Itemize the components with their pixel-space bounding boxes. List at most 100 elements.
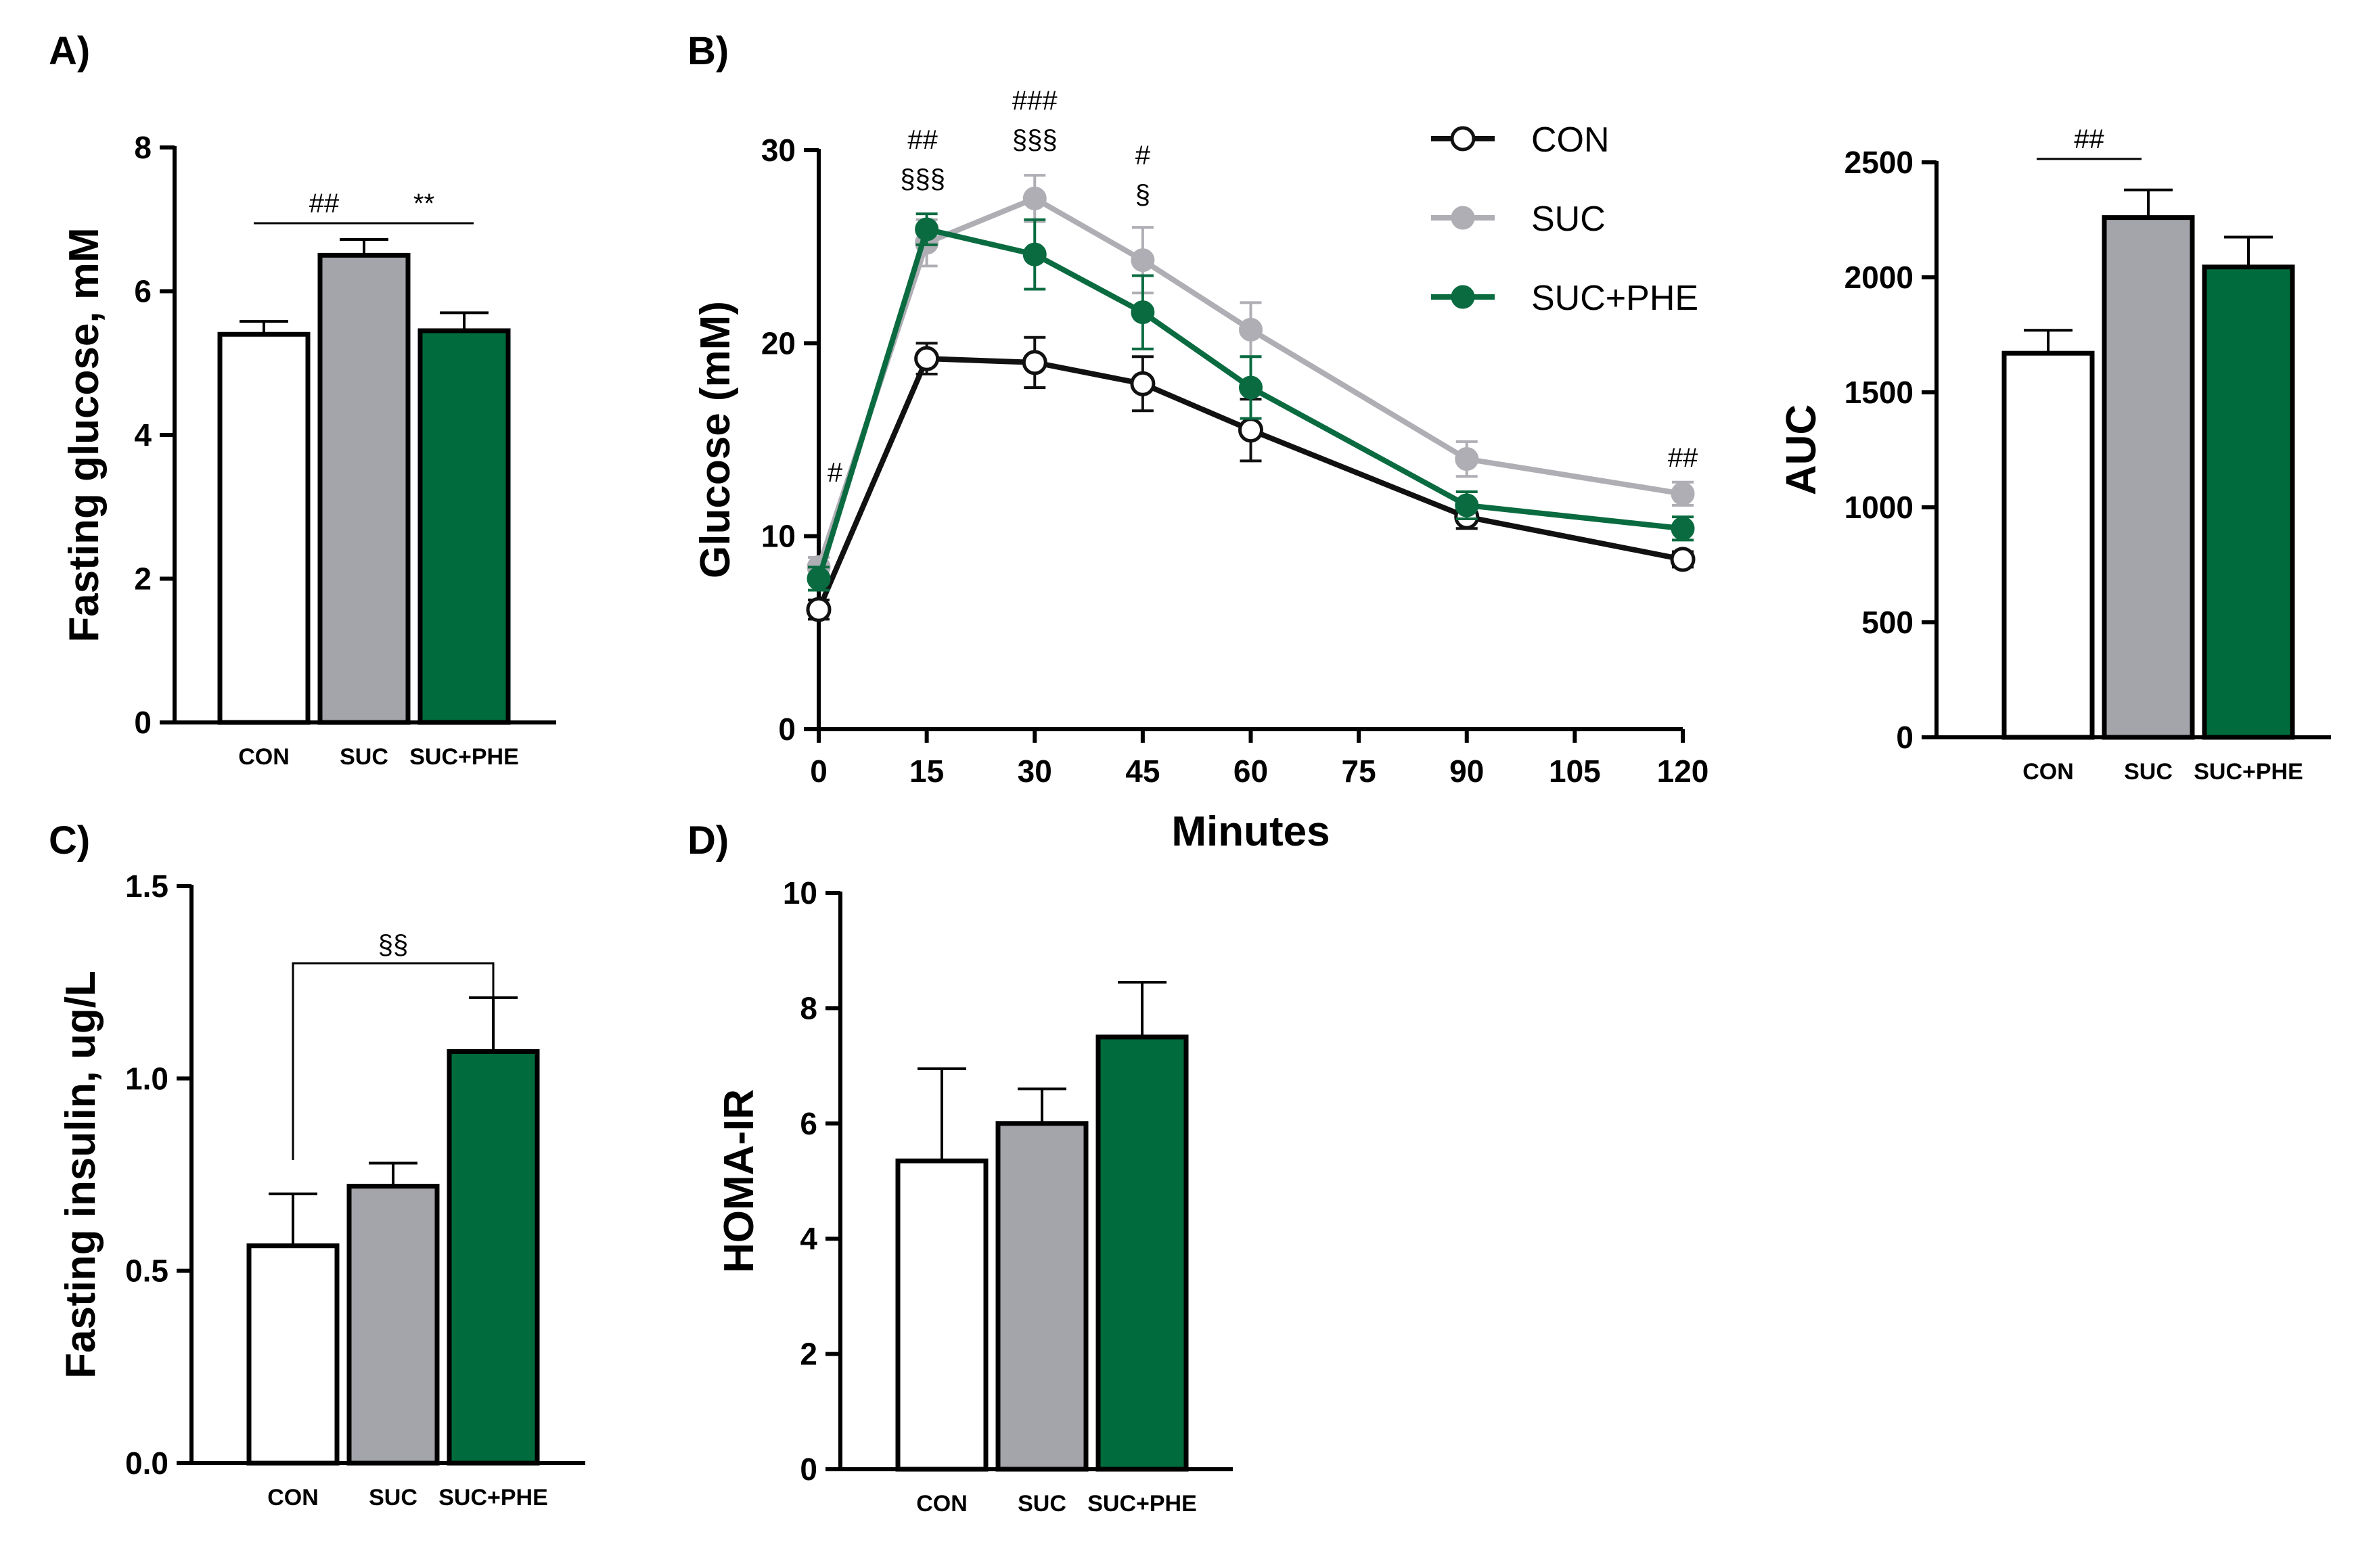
legend-label-1: SUC [1531, 200, 1606, 239]
significance-label-b-2-0: ### [1012, 86, 1058, 116]
significance-label-a-1: ** [413, 189, 434, 218]
significance-label-b-4-0: ## [1668, 443, 1698, 473]
legend-marker-1 [1451, 206, 1475, 230]
y-tick-label-b2-3: 1500 [1844, 375, 1914, 410]
bar-a-2 [417, 328, 511, 725]
category-label-b2-1: SUC [2124, 759, 2173, 785]
significance-label-b-2-1: §§§ [1012, 125, 1058, 155]
legend-label-0: CON [1531, 120, 1610, 160]
category-label-a-0: CON [238, 744, 290, 770]
y-tick-label-b-0: 0 [778, 712, 796, 747]
x-tick-label-b-5: 75 [1342, 754, 1376, 789]
y-tick-label-b2-2: 1000 [1844, 490, 1914, 525]
y-tick-label-b2-0: 0 [1896, 720, 1914, 755]
bar-d-0 [895, 1158, 989, 1472]
data-point-b-2-6 [1671, 516, 1695, 540]
data-point-b-0-0 [806, 597, 832, 622]
category-label-a-1: SUC [340, 744, 388, 770]
data-point-b-2-4 [1239, 375, 1263, 400]
y-tick-label-d-4: 8 [800, 990, 817, 1025]
y-tick-label-b2-4: 2000 [1844, 260, 1914, 295]
significance-label-b-0-0: # [828, 458, 843, 488]
data-point-b-2-5 [1455, 493, 1479, 517]
bar-c-0 [246, 1243, 340, 1466]
y-tick-label-d-3: 6 [800, 1106, 817, 1141]
panel-label-d: D) [687, 818, 729, 862]
significance-bracket-c-0 [292, 962, 495, 1160]
data-point-b-2-3 [1131, 300, 1155, 325]
data-point-b-1-5 [1455, 447, 1479, 471]
data-point-b-1-2 [1022, 186, 1047, 210]
significance-label-b-3-1: § [1135, 180, 1150, 210]
y-tick-label-b2-1: 500 [1861, 605, 1914, 640]
data-point-b-2-1 [915, 217, 939, 241]
x-tick-label-b-6: 90 [1449, 754, 1484, 789]
x-tick-label-b-1: 15 [909, 754, 944, 789]
bar-a-1 [317, 252, 411, 725]
legend-label-2: SUC+PHE [1531, 279, 1698, 318]
category-label-b2-2: SUC+PHE [2194, 759, 2303, 785]
bar-d-2 [1095, 1034, 1189, 1472]
panel-label-b: B) [687, 29, 729, 73]
x-tick-label-b-4: 60 [1233, 754, 1268, 789]
legend-marker-0 [1450, 126, 1476, 152]
data-point-b-0-6 [1670, 547, 1696, 572]
x-tick-label-b-8: 120 [1657, 754, 1709, 789]
panel-label-a: A) [49, 29, 90, 73]
significance-label-b-1-1: §§§ [900, 164, 945, 194]
y-tick-label-c-3: 1.5 [125, 869, 168, 904]
data-point-b-0-4 [1238, 417, 1263, 443]
bar-b2-1 [2102, 215, 2195, 740]
y-tick-label-c-2: 1.0 [125, 1061, 168, 1096]
significance-label-b2-0: ## [2074, 124, 2104, 154]
data-point-b-2-0 [807, 566, 831, 591]
y-tick-label-b-2: 20 [761, 325, 796, 361]
data-point-b-2-2 [1022, 242, 1047, 267]
category-label-d-2: SUC+PHE [1087, 1491, 1197, 1517]
bar-d-1 [995, 1121, 1089, 1472]
y-axis-title-b2: AUC [1778, 405, 1825, 495]
data-point-b-1-6 [1671, 482, 1695, 506]
legend-marker-2 [1451, 285, 1475, 309]
y-tick-label-b-1: 10 [761, 519, 796, 554]
y-tick-label-c-0: 0.0 [125, 1446, 168, 1481]
significance-label-a-0: ## [309, 189, 340, 218]
y-tick-label-a-2: 4 [134, 417, 152, 453]
category-label-d-1: SUC [1018, 1491, 1066, 1517]
y-tick-label-d-5: 10 [783, 875, 817, 910]
data-point-b-0-1 [914, 346, 940, 371]
significance-label-c-0: §§ [378, 930, 409, 960]
y-tick-label-d-2: 4 [800, 1221, 817, 1256]
y-tick-label-a-3: 6 [134, 274, 152, 309]
bar-b2-2 [2202, 264, 2295, 740]
significance-label-b-1-0: ## [907, 125, 938, 155]
data-point-b-1-4 [1239, 317, 1263, 342]
y-axis-title-c: Fasting insulin, ug/L [58, 971, 104, 1379]
category-label-c-0: CON [267, 1485, 319, 1511]
y-tick-label-d-1: 2 [800, 1337, 817, 1372]
y-axis-title-b: Glucose (mM) [692, 301, 739, 578]
category-label-a-2: SUC+PHE [409, 744, 519, 770]
bar-a-0 [217, 331, 311, 725]
category-label-b2-0: CON [2022, 759, 2074, 785]
data-point-b-0-2 [1022, 350, 1047, 375]
x-tick-label-b-2: 30 [1018, 754, 1052, 789]
y-tick-label-a-4: 8 [134, 130, 152, 165]
y-tick-label-d-0: 0 [800, 1452, 817, 1487]
panel-label-c: C) [49, 818, 90, 862]
x-axis-title-b: Minutes [1171, 808, 1330, 855]
data-point-b-1-3 [1131, 248, 1155, 273]
y-tick-label-a-0: 0 [134, 705, 152, 740]
y-axis-title-a: Fasting glucose, mM [61, 227, 108, 642]
data-point-b-0-3 [1130, 371, 1156, 396]
x-tick-label-b-0: 0 [810, 754, 828, 789]
bar-b2-0 [2001, 350, 2095, 740]
category-label-d-0: CON [916, 1491, 968, 1517]
y-tick-label-a-1: 2 [134, 561, 152, 597]
y-tick-label-c-1: 0.5 [125, 1253, 168, 1289]
category-label-c-1: SUC [369, 1485, 417, 1511]
y-axis-title-d: HOMA-IR [716, 1089, 763, 1273]
significance-label-b-3-0: # [1135, 141, 1151, 170]
bar-c-1 [346, 1184, 440, 1466]
